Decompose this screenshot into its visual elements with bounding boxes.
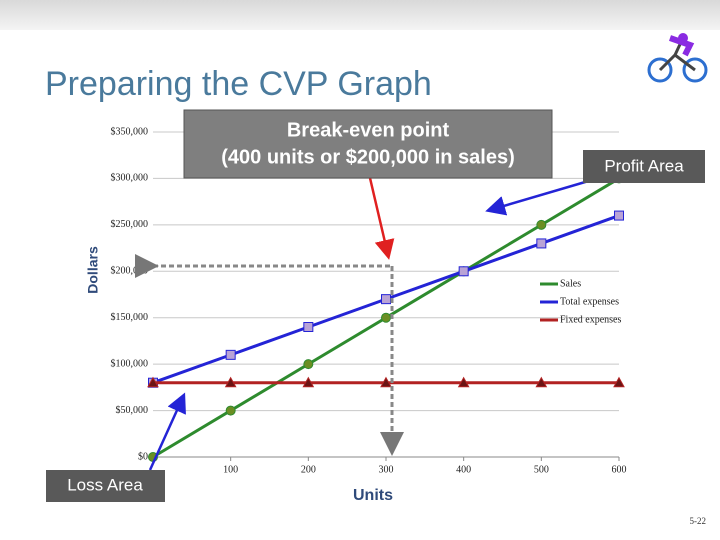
x-tick-label: 400 bbox=[456, 464, 471, 475]
guides bbox=[135, 254, 404, 456]
y-tick-label: $250,000 bbox=[111, 219, 149, 230]
y-tick-label: $200,000 bbox=[111, 266, 149, 277]
legend-label: Sales bbox=[560, 278, 581, 289]
point bbox=[458, 266, 469, 277]
point bbox=[224, 376, 237, 388]
y-tick-label: $0 bbox=[138, 451, 148, 462]
y-tick-label: $150,000 bbox=[111, 312, 149, 323]
arrow bbox=[485, 178, 593, 216]
top-band bbox=[0, 0, 720, 30]
x-axis-label: Units bbox=[353, 487, 393, 504]
point bbox=[535, 376, 548, 388]
x-tick-label: 500 bbox=[534, 464, 549, 475]
y-tick-label: $300,000 bbox=[111, 173, 149, 184]
x-tick-label: 600 bbox=[612, 464, 627, 475]
x-tick-label: 200 bbox=[301, 464, 316, 475]
y-tick-label: $50,000 bbox=[116, 405, 149, 416]
page-number: 5-22 bbox=[690, 516, 707, 526]
plot: $0 $50,000 $100,000 $150,000 $200,000 $250,00… bbox=[111, 126, 627, 475]
point bbox=[380, 376, 392, 388]
y-axis-label: Dollars bbox=[85, 246, 101, 294]
arrow bbox=[368, 177, 395, 260]
x-tick-label: 300 bbox=[379, 464, 394, 475]
loss-box bbox=[46, 470, 165, 502]
legend-label: Total expenses bbox=[560, 296, 619, 307]
slide-title: Preparing the CVP Graph bbox=[45, 65, 432, 103]
x-tick-label: 100 bbox=[223, 464, 238, 475]
y-tick-label: $350,000 bbox=[111, 126, 149, 137]
point bbox=[381, 294, 391, 305]
point bbox=[536, 219, 547, 230]
point bbox=[536, 238, 547, 249]
cyclist-icon bbox=[647, 33, 708, 83]
point bbox=[613, 376, 625, 388]
annotation: (400 units or $200,000 in sales) bbox=[221, 146, 515, 168]
point bbox=[303, 322, 314, 332]
point bbox=[302, 376, 315, 388]
profit-box bbox=[583, 150, 705, 183]
legend-label: Fixed expenses bbox=[560, 314, 621, 325]
break-even-box bbox=[183, 109, 553, 179]
point bbox=[147, 376, 159, 388]
y-tick-label: $100,000 bbox=[111, 358, 149, 369]
annotation: Loss Area bbox=[67, 475, 143, 494]
arrow bbox=[148, 392, 186, 471]
point bbox=[225, 405, 236, 416]
annotation: Break-even point bbox=[287, 119, 450, 141]
point bbox=[225, 349, 236, 360]
point bbox=[303, 359, 314, 370]
point bbox=[457, 376, 470, 388]
point bbox=[614, 210, 624, 221]
point bbox=[381, 312, 391, 323]
annotation: Profit Area bbox=[604, 156, 684, 175]
